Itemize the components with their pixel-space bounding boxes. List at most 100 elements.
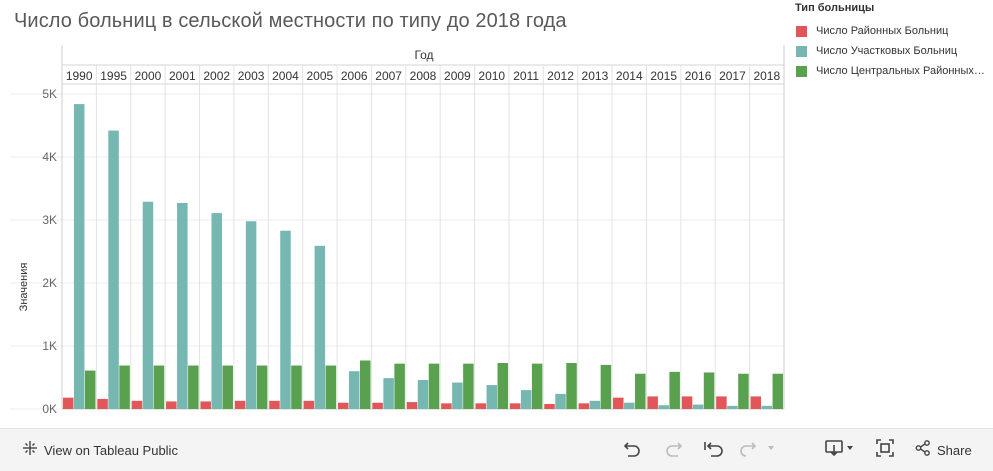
download-icon: [825, 439, 857, 462]
bar-2018-local[interactable]: [761, 405, 773, 409]
bar-2006-local[interactable]: [348, 371, 360, 409]
bar-2000-district[interactable]: [131, 400, 143, 409]
legend-item-central[interactable]: Число Центральных Районных Больниц: [793, 61, 991, 81]
bar-2005-central[interactable]: [325, 365, 337, 409]
x-axis-title: Год: [414, 48, 433, 62]
bar-2017-district[interactable]: [716, 396, 727, 409]
bar-2011-district[interactable]: [509, 403, 521, 409]
year-label: 2008: [410, 69, 437, 83]
bar-1995-local[interactable]: [108, 130, 119, 409]
legend-item-local[interactable]: Число Участковых Больниц: [793, 41, 991, 61]
bar-2014-local[interactable]: [624, 402, 635, 409]
year-label: 2000: [135, 69, 162, 83]
year-label: 2004: [272, 69, 299, 83]
bar-2004-local[interactable]: [280, 230, 291, 409]
share-icon: [915, 439, 931, 461]
pause-button[interactable]: [738, 429, 778, 471]
bar-2016-central[interactable]: [703, 372, 715, 409]
redo-button[interactable]: [664, 429, 684, 471]
bar-2015-district[interactable]: [647, 396, 658, 409]
bar-2002-district[interactable]: [200, 401, 211, 409]
bar-2018-district[interactable]: [750, 396, 762, 409]
tableau-toolbar: View on Tableau Public: [0, 428, 993, 471]
bar-2000-local[interactable]: [142, 201, 154, 409]
revert-button[interactable]: [703, 429, 725, 471]
legend-title: Тип больницы: [795, 2, 875, 14]
fullscreen-button[interactable]: [876, 429, 894, 471]
y-tick-label: 0K: [42, 402, 57, 416]
bar-2010-local[interactable]: [486, 385, 498, 409]
bar-2014-central[interactable]: [635, 373, 646, 409]
bar-2007-central[interactable]: [394, 363, 405, 409]
bar-2011-local[interactable]: [520, 390, 532, 409]
bar-chart[interactable]: Год 0K 1K 2K 3K 4K 5K Значения 1990 1995 2000 2001 2…: [0, 40, 790, 425]
bar-2017-local[interactable]: [727, 405, 738, 409]
bar-1995-central[interactable]: [119, 365, 130, 409]
bar-2003-central[interactable]: [256, 365, 268, 409]
year-label: 2016: [685, 69, 712, 83]
bar-2009-local[interactable]: [452, 382, 463, 409]
bar-2002-local[interactable]: [211, 213, 222, 409]
bar-2014-district[interactable]: [613, 397, 624, 409]
legend-label-local: Число Участковых Больниц: [816, 45, 958, 57]
bar-2008-central[interactable]: [428, 363, 440, 409]
pause-icon: [738, 439, 778, 462]
bar-2007-local[interactable]: [383, 378, 394, 409]
year-label: 2002: [203, 69, 230, 83]
year-label: 2012: [547, 69, 574, 83]
bar-2010-district[interactable]: [475, 403, 487, 409]
download-button[interactable]: [825, 429, 857, 471]
bar-2001-central[interactable]: [188, 365, 199, 409]
legend-label-district: Число Районных Больниц: [816, 25, 949, 37]
bar-2010-central[interactable]: [497, 363, 509, 409]
bar-2013-central[interactable]: [600, 364, 612, 409]
view-on-tableau-link[interactable]: View on Tableau Public: [22, 429, 178, 471]
y-tick-label: 4K: [42, 150, 57, 164]
year-label: 2018: [753, 69, 780, 83]
bar-1995-district[interactable]: [97, 398, 108, 409]
bar-2006-district[interactable]: [337, 402, 349, 409]
bar-2013-district[interactable]: [578, 403, 590, 409]
bar-2001-district[interactable]: [166, 401, 177, 409]
legend-label-central: Число Центральных Районных Больниц: [816, 65, 986, 77]
bar-2009-central[interactable]: [463, 363, 474, 409]
year-label: 1990: [66, 69, 93, 83]
bar-2001-local[interactable]: [177, 202, 188, 409]
tableau-icon: [22, 440, 38, 461]
bar-2016-local[interactable]: [692, 404, 704, 409]
bar-2007-district[interactable]: [372, 402, 383, 409]
bar-2005-district[interactable]: [303, 400, 315, 409]
bar-2016-district[interactable]: [681, 396, 693, 409]
bar-2015-local[interactable]: [658, 405, 669, 409]
bar-2017-central[interactable]: [738, 373, 749, 409]
bar-2005-local[interactable]: [314, 245, 326, 409]
chart-title: Число больниц в сельской местности по ти…: [14, 10, 567, 32]
bar-2018-central[interactable]: [772, 373, 784, 409]
bar-2004-central[interactable]: [291, 365, 302, 409]
year-label: 2003: [238, 69, 265, 83]
bar-2011-central[interactable]: [531, 363, 543, 409]
bar-2008-local[interactable]: [417, 380, 429, 409]
bar-2009-district[interactable]: [441, 403, 452, 409]
bar-1990-central[interactable]: [84, 370, 96, 409]
undo-icon: [622, 439, 642, 462]
undo-button[interactable]: [622, 429, 642, 471]
share-button[interactable]: Share: [915, 429, 972, 471]
bar-2015-central[interactable]: [669, 371, 680, 409]
bar-1990-local[interactable]: [73, 104, 85, 409]
bar-2012-district[interactable]: [544, 403, 555, 409]
bar-2002-central[interactable]: [222, 365, 233, 409]
legend[interactable]: Тип больницы Число Районных Больниц Числ…: [793, 2, 991, 81]
bar-2012-central[interactable]: [566, 363, 577, 409]
bar-2006-central[interactable]: [359, 360, 371, 409]
bar-2003-district[interactable]: [234, 400, 246, 409]
bar-1990-district[interactable]: [62, 397, 74, 409]
bar-2004-district[interactable]: [269, 400, 280, 409]
year-label: 2006: [341, 69, 368, 83]
legend-item-district[interactable]: Число Районных Больниц: [793, 21, 991, 41]
bar-2003-local[interactable]: [245, 221, 257, 409]
bar-2013-local[interactable]: [589, 400, 601, 409]
bar-2012-local[interactable]: [555, 393, 566, 409]
bar-2000-central[interactable]: [153, 365, 165, 409]
bar-2008-district[interactable]: [406, 402, 418, 409]
